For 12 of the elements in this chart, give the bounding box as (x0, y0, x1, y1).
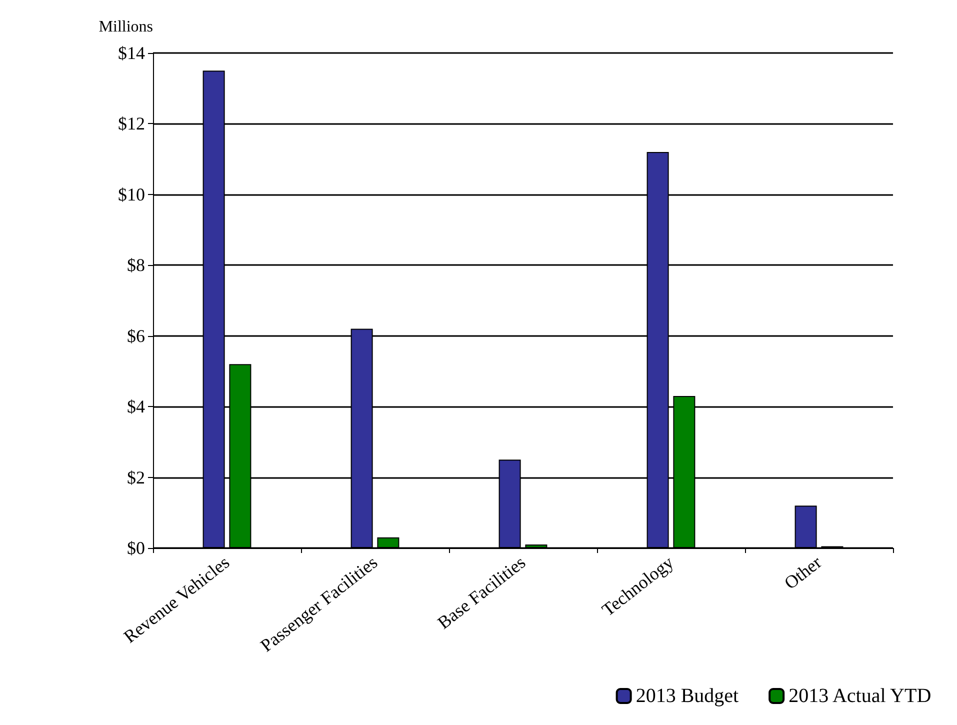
y-tick-label: $6 (127, 326, 145, 346)
legend-label: 2013 Budget (636, 685, 740, 707)
x-tick-label: Other (780, 552, 826, 594)
y-tick-label: $2 (127, 467, 145, 488)
y-tick-label: $0 (127, 538, 145, 558)
y-tick-label: $14 (118, 43, 145, 63)
y-tick-label: $10 (118, 184, 145, 204)
y-tick-label: $4 (127, 396, 145, 417)
legend-label: 2013 Actual YTD (788, 685, 932, 707)
y-tick-label: $8 (127, 255, 145, 276)
y-tick-label: $12 (118, 114, 145, 134)
y-axis-title: Millions (98, 18, 153, 36)
